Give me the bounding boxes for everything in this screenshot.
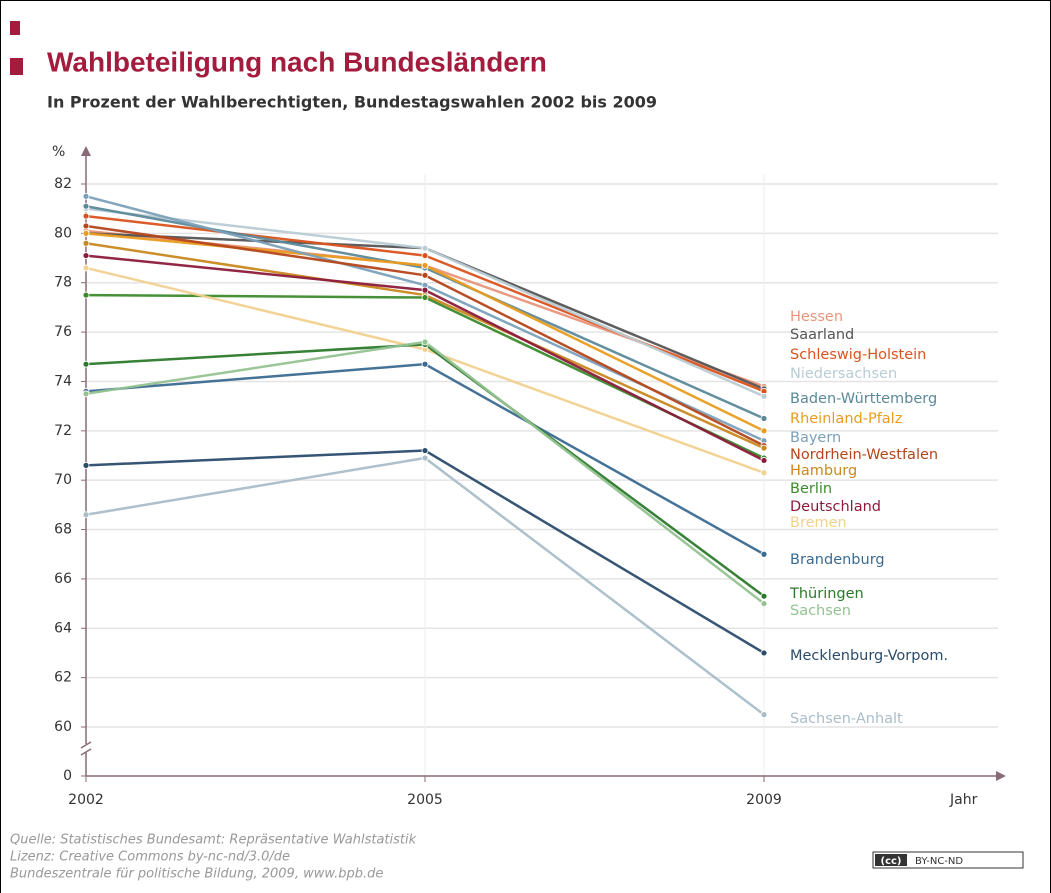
data-point: [760, 392, 768, 400]
data-point: [760, 457, 768, 464]
legend-label: Sachsen-Anhalt: [790, 711, 903, 727]
chart-title: Wahlbeteiligung nach Bundesländern: [47, 46, 547, 77]
legend-label: Deutschland: [790, 499, 881, 515]
source-line: Quelle: Statistisches Bundesamt: Repräse…: [10, 833, 417, 848]
legend-label: Rheinland-Pfalz: [790, 411, 902, 427]
data-point: [82, 202, 90, 210]
y-tick-label: 74: [54, 373, 72, 389]
legend-label: Baden-Württemberg: [790, 391, 937, 407]
data-point: [760, 649, 768, 657]
y-tick-label: 64: [54, 620, 72, 636]
license-icon: (cc): [881, 856, 902, 867]
data-point: [421, 454, 429, 462]
data-point: [421, 360, 429, 368]
legend-label: Schleswig-Holstein: [790, 347, 926, 363]
x-tick-label: 2009: [746, 792, 782, 808]
data-point: [82, 229, 90, 237]
legend-label: Saarland: [790, 327, 854, 343]
data-point: [82, 511, 90, 519]
y-axis-arrow: [81, 146, 91, 156]
legend-label: Thüringen: [789, 586, 864, 602]
y-tick-label: 72: [54, 423, 72, 439]
license-icon-bg: [875, 854, 907, 866]
x-axis-label: Jahr: [949, 792, 978, 808]
legend-label: Bremen: [790, 515, 847, 531]
source-line: Bundeszentrale für politische Bildung, 2…: [10, 867, 383, 882]
data-point: [760, 600, 768, 607]
y-axis-label: %: [52, 144, 65, 160]
chart-subtitle: In Prozent der Wahlberechtigten, Bundest…: [47, 93, 657, 112]
data-point: [421, 271, 429, 279]
legend-label: Sachsen: [790, 603, 851, 619]
data-point: [82, 291, 90, 299]
x-axis-arrow: [996, 771, 1006, 781]
legend-label: Hamburg: [790, 463, 857, 479]
axis-break: [80, 748, 92, 756]
data-point: [421, 447, 429, 454]
legend-label: Hessen: [790, 309, 843, 325]
y-tick-label: 82: [54, 176, 72, 192]
data-point: [421, 338, 429, 346]
data-point: [760, 592, 768, 600]
deco-square: [10, 58, 23, 75]
y-tick-label: 66: [54, 571, 72, 587]
data-point: [421, 286, 429, 294]
y-tick-label: 76: [54, 324, 72, 340]
license-badge: [872, 851, 1024, 869]
y-tick-label: 68: [54, 522, 72, 538]
data-point: [760, 469, 768, 477]
x-tick-label: 2002: [68, 792, 104, 808]
data-point: [82, 390, 90, 398]
data-point: [760, 444, 768, 452]
data-point: [760, 415, 768, 422]
legend-label: Niedersachsen: [790, 366, 897, 382]
data-point: [82, 239, 90, 247]
y-tick-label: 70: [54, 472, 72, 488]
axis-break-gap: [80, 744, 92, 752]
y-tick-label: 80: [54, 225, 72, 241]
y-tick-label: 0: [63, 768, 72, 784]
license-text: BY-NC-ND: [915, 856, 963, 867]
data-point: [421, 262, 429, 269]
source-line: Lizenz: Creative Commons by-nc-nd/3.0/de: [10, 850, 290, 865]
data-point: [760, 550, 768, 558]
legend-label: Brandenburg: [790, 552, 885, 568]
legend-label: Berlin: [790, 481, 832, 497]
data-point: [760, 427, 768, 435]
y-tick-label: 60: [54, 719, 72, 735]
data-point: [421, 244, 429, 252]
data-point: [760, 711, 768, 719]
axis-break: [80, 741, 92, 749]
data-point: [82, 192, 90, 200]
data-point: [82, 461, 90, 469]
deco-square: [10, 21, 20, 35]
data-point: [421, 252, 429, 259]
y-tick-label: 62: [54, 670, 72, 686]
data-point: [82, 222, 90, 230]
data-point: [421, 294, 429, 301]
legend-label: Nordrhein-Westfalen: [790, 447, 938, 463]
y-tick-label: 78: [54, 275, 72, 291]
x-tick-label: 2005: [407, 792, 443, 808]
legend-label: Bayern: [790, 430, 841, 446]
data-point: [82, 252, 90, 259]
legend-label: Mecklenburg-Vorpom.: [790, 648, 948, 664]
data-point: [82, 264, 90, 272]
data-point: [82, 360, 90, 368]
data-point: [82, 212, 90, 220]
